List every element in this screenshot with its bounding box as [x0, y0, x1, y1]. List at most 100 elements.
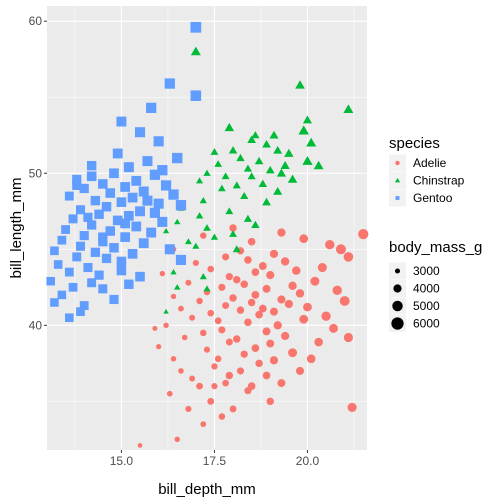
chinstrap-point — [287, 174, 298, 183]
adelie-point — [262, 284, 271, 293]
chinstrap-point — [163, 308, 169, 314]
gentoo-point — [109, 294, 119, 305]
gentoo-point — [172, 152, 183, 164]
gentoo-point — [109, 168, 119, 179]
adelie-point — [251, 268, 260, 276]
gentoo-point — [98, 179, 108, 189]
gentoo-point — [98, 284, 108, 294]
gentoo-point — [94, 209, 104, 220]
adelie-point — [280, 257, 290, 266]
adelie-point — [269, 356, 279, 365]
legend-label-adelie: Adelie — [413, 156, 447, 170]
gentoo-point — [134, 127, 146, 138]
adelie-point — [255, 310, 263, 319]
chinstrap-point — [269, 130, 279, 139]
chinstrap-point — [251, 131, 260, 139]
adelie-point — [295, 366, 305, 375]
chinstrap-point — [276, 168, 287, 177]
gentoo-point — [68, 282, 78, 292]
gentoo-point — [120, 232, 130, 242]
series-adelie — [137, 224, 369, 448]
gentoo-point — [101, 253, 112, 264]
chinstrap-point — [195, 212, 204, 219]
gentoo-point — [175, 200, 187, 211]
adelie-point — [207, 309, 215, 317]
adelie-point — [299, 314, 309, 324]
chinstrap-point — [265, 165, 275, 174]
adelie-point — [196, 382, 203, 390]
gentoo-point — [149, 207, 160, 218]
gentoo-point — [131, 221, 142, 232]
legend-size-entries: 3000 4000 5000 6000 — [389, 262, 440, 332]
adelie-point — [269, 307, 279, 316]
adelie-point — [303, 302, 312, 312]
gentoo-point — [120, 218, 131, 229]
adelie-point — [225, 338, 233, 346]
chinstrap-point — [251, 220, 260, 229]
gentoo-point — [72, 174, 82, 184]
adelie-point — [178, 368, 184, 374]
adelie-point — [222, 379, 229, 387]
legend-key-adelie: Adelie — [389, 154, 447, 172]
gentoo-point — [112, 215, 123, 226]
adelie-point — [292, 266, 301, 275]
chinstrap-point — [232, 181, 241, 189]
adelie-point — [277, 295, 286, 304]
gentoo-point — [76, 307, 85, 316]
gentoo-point — [116, 197, 127, 207]
adelie-point — [218, 326, 226, 334]
chinstrap-point — [258, 179, 268, 188]
legend-species-entries: Adelie Chinstrap Gentoo — [389, 154, 465, 207]
adelie-point — [317, 263, 327, 273]
chinstrap-point — [240, 191, 249, 200]
gentoo-point — [75, 241, 86, 251]
chinstrap-point — [302, 115, 312, 124]
gentoo-point — [190, 90, 202, 101]
gentoo-point — [131, 175, 142, 186]
y-axis-title: bill_length_mm — [8, 178, 25, 279]
adelie-point — [244, 256, 252, 264]
gentoo-point — [50, 298, 59, 307]
gentoo-point — [98, 232, 108, 242]
gentoo-point — [64, 191, 74, 201]
gentoo-point — [86, 160, 97, 171]
gentoo-point — [142, 195, 153, 206]
chinstrap-point — [295, 80, 305, 89]
gentoo-point — [79, 231, 89, 241]
adelie-point — [295, 289, 305, 298]
gentoo-point — [90, 247, 100, 257]
chinstrap-point — [302, 155, 313, 165]
gentoo-point — [72, 180, 82, 190]
legend-size-key: 5000 — [389, 297, 440, 315]
adelie-point — [247, 298, 256, 307]
gentoo-point — [135, 271, 145, 282]
x-axis-title: bill_depth_mm — [158, 481, 256, 498]
gentoo-point — [135, 206, 145, 217]
legend-size-label: 5000 — [413, 299, 440, 313]
gentoo-point — [124, 279, 134, 289]
adelie-point — [159, 270, 166, 277]
adelie-point — [335, 244, 346, 255]
gentoo-point — [109, 243, 119, 253]
chinstrap-point — [298, 125, 310, 135]
chinstrap-point — [247, 135, 257, 143]
gentoo-point — [61, 225, 71, 234]
adelie-point — [310, 276, 320, 286]
gentoo-point — [53, 260, 63, 269]
gentoo-point — [123, 162, 134, 173]
gentoo-point — [75, 205, 86, 215]
legend-size-key: 4000 — [389, 280, 440, 297]
adelie-point — [255, 359, 263, 368]
legend-key-gentoo: Gentoo — [389, 189, 453, 207]
adelie-point — [329, 323, 338, 333]
adelie-point — [214, 355, 222, 363]
adelie-point — [222, 253, 230, 261]
gentoo-point — [168, 189, 179, 200]
legend-size-key: 6000 — [389, 315, 440, 332]
data-points — [46, 21, 369, 448]
adelie-point — [266, 339, 275, 348]
adelie-point — [178, 305, 184, 312]
legend-label-chinstrap: Chinstrap — [413, 174, 465, 188]
gentoo-point — [79, 301, 89, 310]
